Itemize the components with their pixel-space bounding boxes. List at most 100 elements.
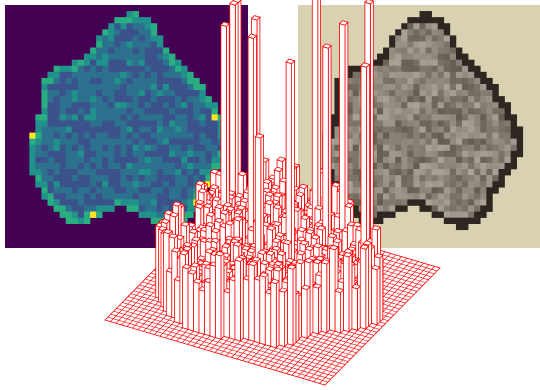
pixel	[157, 205, 163, 211]
pixel	[420, 163, 426, 169]
pixel	[438, 54, 444, 60]
pixel	[169, 90, 175, 96]
pixel	[41, 151, 47, 157]
pixel	[35, 127, 41, 133]
pixel	[175, 127, 181, 133]
pixel	[456, 181, 462, 187]
pixel	[505, 139, 511, 145]
bar	[313, 284, 321, 334]
pixel	[377, 181, 383, 187]
pixel	[120, 127, 126, 133]
pixel	[498, 175, 504, 181]
pixel	[78, 212, 84, 218]
pixel	[377, 157, 383, 163]
pixel	[84, 145, 90, 151]
pixel	[432, 41, 438, 47]
pixel	[407, 41, 413, 47]
pixel	[102, 72, 108, 78]
pixel	[426, 169, 432, 175]
pixel	[151, 163, 157, 169]
pixel	[420, 205, 426, 211]
pixel	[438, 127, 444, 133]
pixel	[407, 29, 413, 35]
pixel	[432, 102, 438, 108]
pixel	[407, 96, 413, 102]
pixel	[377, 78, 383, 84]
pixel	[407, 175, 413, 181]
pixel	[426, 29, 432, 35]
pixel	[199, 163, 205, 169]
pixel	[377, 175, 383, 181]
pixel	[395, 102, 401, 108]
pixel	[114, 108, 120, 114]
pixel	[444, 139, 450, 145]
pixel	[432, 35, 438, 41]
pixel	[480, 139, 486, 145]
pixel	[505, 169, 511, 175]
pixel	[456, 187, 462, 193]
pixel	[157, 187, 163, 193]
pixel	[486, 108, 492, 114]
pixel	[78, 163, 84, 169]
pixel	[66, 145, 72, 151]
pixel	[120, 23, 126, 29]
pixel	[108, 35, 114, 41]
pixel	[438, 17, 444, 23]
pixel	[175, 90, 181, 96]
pixel	[151, 120, 157, 126]
pixel	[96, 193, 102, 199]
pixel	[169, 193, 175, 199]
pixel	[48, 187, 54, 193]
pixel	[175, 145, 181, 151]
pixel	[413, 84, 419, 90]
pixel	[383, 212, 389, 218]
pixel	[157, 90, 163, 96]
pixel	[199, 169, 205, 175]
pixel	[205, 108, 211, 114]
pixel	[383, 90, 389, 96]
pixel	[456, 114, 462, 120]
pixel	[432, 163, 438, 169]
pixel	[474, 84, 480, 90]
pixel	[199, 151, 205, 157]
pixel	[353, 139, 359, 145]
pixel	[66, 212, 72, 218]
pixel	[505, 114, 511, 120]
pixel	[468, 133, 474, 139]
pixel	[114, 54, 120, 60]
pixel	[163, 102, 169, 108]
pixel	[145, 193, 151, 199]
pixel	[181, 163, 187, 169]
pixel	[205, 127, 211, 133]
pixel	[120, 139, 126, 145]
pixel	[199, 175, 205, 181]
pixel	[468, 157, 474, 163]
pixel	[169, 127, 175, 133]
pixel	[377, 54, 383, 60]
pixel	[426, 11, 432, 17]
pixel	[407, 169, 413, 175]
pixel	[120, 17, 126, 23]
pixel	[127, 41, 133, 47]
pixel	[127, 84, 133, 90]
pixel	[120, 151, 126, 157]
pixel	[151, 199, 157, 205]
pixel	[420, 114, 426, 120]
pixel	[102, 78, 108, 84]
bar	[216, 251, 224, 339]
pixel	[193, 133, 199, 139]
pixel	[456, 133, 462, 139]
pixel	[151, 205, 157, 211]
pixel	[114, 48, 120, 54]
pixel	[102, 175, 108, 181]
pixel	[48, 157, 54, 163]
pixel	[450, 181, 456, 187]
pixel	[444, 193, 450, 199]
pixel	[151, 90, 157, 96]
pixel	[492, 187, 498, 193]
pixel	[84, 66, 90, 72]
bar-face	[224, 291, 230, 338]
pixel	[66, 102, 72, 108]
pixel	[187, 163, 193, 169]
pixel	[48, 114, 54, 120]
